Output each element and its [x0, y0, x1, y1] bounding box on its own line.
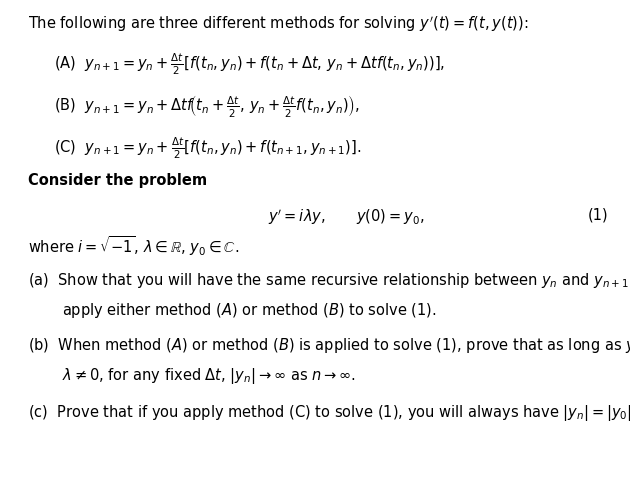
Text: (B)  $y_{n+1} = y_n + \Delta t f\!\left(t_n + \frac{\Delta t}{2},\, y_n + \frac{: (B) $y_{n+1} = y_n + \Delta t f\!\left(t…	[54, 94, 359, 120]
Text: where $i = \sqrt{-1}$, $\lambda \in \mathbb{R}$, $y_0 \in \mathbb{C}$.: where $i = \sqrt{-1}$, $\lambda \in \mat…	[28, 235, 239, 258]
Text: (a)  Show that you will have the same recursive relationship between $y_n$ and $: (a) Show that you will have the same rec…	[28, 271, 630, 290]
Text: $\lambda \neq 0$, for any fixed $\Delta t$, $|y_n| \to \infty$ as $n \to \infty$: $\lambda \neq 0$, for any fixed $\Delta …	[62, 366, 356, 385]
Text: The following are three different methods for solving $y'(t) = f(t, y(t))$:: The following are three different method…	[28, 15, 529, 35]
Text: (C)  $y_{n+1} = y_n + \frac{\Delta t}{2}\left[f(t_n, y_n) + f(t_{n+1}, y_{n+1})\: (C) $y_{n+1} = y_n + \frac{\Delta t}{2}\…	[54, 135, 361, 161]
Text: apply either method $(A)$ or method $(B)$ to solve (1).: apply either method $(A)$ or method $(B)…	[62, 301, 437, 320]
Text: Consider the problem: Consider the problem	[28, 173, 207, 187]
Text: (c)  Prove that if you apply method (C) to solve (1), you will always have $|y_n: (c) Prove that if you apply method (C) t…	[28, 403, 630, 423]
Text: $y' = i\lambda y,\qquad y(0) = y_0,$: $y' = i\lambda y,\qquad y(0) = y_0,$	[268, 207, 424, 227]
Text: (b)  When method $(A)$ or method $(B)$ is applied to solve (1), prove that as lo: (b) When method $(A)$ or method $(B)$ is…	[28, 336, 630, 355]
Text: (1): (1)	[587, 207, 608, 222]
Text: (A)  $y_{n+1} = y_n + \frac{\Delta t}{2}\left[f(t_n, y_n) + f(t_n + \Delta t,\, : (A) $y_{n+1} = y_n + \frac{\Delta t}{2}\…	[54, 52, 445, 77]
